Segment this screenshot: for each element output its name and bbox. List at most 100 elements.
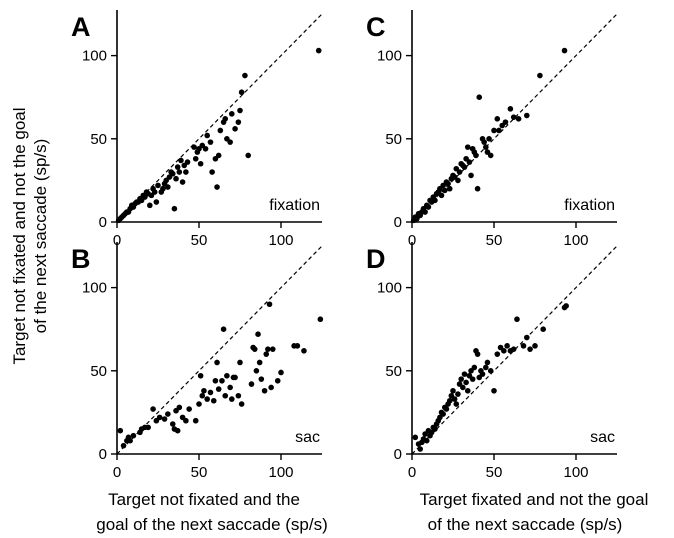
data-point-b <box>196 401 202 407</box>
data-point-a <box>214 184 220 190</box>
x-tick-label-c: 100 <box>563 232 588 249</box>
data-point-b <box>278 369 284 376</box>
data-point-c <box>422 209 428 215</box>
x-tick-label-d: 50 <box>486 464 503 481</box>
data-point-a <box>184 159 191 165</box>
data-point-a <box>235 119 242 125</box>
data-point-d <box>432 426 438 432</box>
data-point-d <box>417 446 424 452</box>
data-point-d <box>510 346 517 352</box>
x-tick-label-a: 100 <box>268 232 293 249</box>
condition-label-c: fixation <box>564 197 615 214</box>
data-point-c <box>487 152 494 159</box>
data-point-b <box>268 384 274 391</box>
data-point-d <box>451 396 458 402</box>
y-tick-label-b: 0 <box>99 446 107 463</box>
data-point-a <box>169 170 176 177</box>
data-point-b <box>161 416 168 422</box>
data-point-a <box>202 145 209 152</box>
data-point-a <box>242 72 248 79</box>
data-point-c <box>510 114 517 120</box>
data-point-b <box>201 387 207 394</box>
data-point-c <box>461 164 468 170</box>
data-point-d <box>440 411 446 417</box>
data-point-a <box>171 205 178 212</box>
y-tick-label-a: 100 <box>82 48 107 65</box>
data-point-b <box>204 396 210 402</box>
data-point-a <box>160 185 166 192</box>
x-tick-label-d: 100 <box>563 464 588 481</box>
data-point-b <box>215 386 222 392</box>
data-point-a <box>179 179 186 185</box>
data-point-b <box>301 348 307 354</box>
data-point-a <box>207 139 214 145</box>
data-point-d <box>460 384 466 391</box>
data-point-d <box>471 364 478 371</box>
data-point-c <box>502 119 509 125</box>
data-point-b <box>274 377 281 384</box>
data-point-a <box>153 199 160 205</box>
data-point-a <box>192 155 199 162</box>
panel-a: 0 50 100 0 50 100 fixation A <box>71 10 323 249</box>
data-point-b <box>227 384 233 391</box>
data-point-a <box>155 182 161 189</box>
data-point-d <box>540 326 546 333</box>
data-point-a <box>204 132 210 139</box>
x-axis-title-right-line1: Target fixated and not the goal <box>420 490 649 509</box>
data-point-b <box>120 442 127 449</box>
data-point-b <box>176 404 183 411</box>
data-point-c <box>515 116 522 122</box>
data-point-c <box>438 192 445 199</box>
data-point-b <box>270 346 276 352</box>
data-point-b <box>235 392 242 399</box>
data-point-a <box>173 175 179 182</box>
data-point-c <box>507 106 514 112</box>
data-point-c <box>491 127 497 134</box>
data-point-b <box>237 359 243 366</box>
data-point-d <box>474 351 481 357</box>
data-point-b <box>294 343 301 349</box>
data-point-b <box>197 372 204 379</box>
y-axis-title-line1: Target not fixated and not the goal <box>10 107 29 364</box>
y-tick-label-c: 100 <box>377 48 402 65</box>
data-point-c <box>455 177 461 184</box>
data-point-b <box>207 389 214 396</box>
data-point-b <box>127 437 133 444</box>
data-point-a <box>217 127 224 134</box>
identity-line-b <box>116 245 323 455</box>
data-point-b <box>183 417 189 424</box>
data-point-c <box>561 47 568 54</box>
data-point-d <box>514 316 520 323</box>
data-point-b <box>156 414 163 421</box>
data-point-b <box>199 392 206 399</box>
condition-label-b: sac <box>295 429 320 446</box>
data-point-b <box>222 392 229 399</box>
data-point-c <box>481 139 487 145</box>
data-point-b <box>251 346 258 352</box>
data-point-b <box>256 359 263 366</box>
data-point-b <box>169 421 176 427</box>
data-point-c <box>486 136 492 142</box>
data-point-d <box>453 401 460 407</box>
data-point-b <box>130 432 137 439</box>
x-tick-label-c: 50 <box>486 232 503 249</box>
x-tick-label-b: 100 <box>268 464 293 481</box>
data-point-c <box>473 152 479 159</box>
y-tick-label-d: 50 <box>385 363 402 380</box>
data-point-c <box>425 204 432 210</box>
data-point-b <box>214 359 220 366</box>
y-tick-label-c: 0 <box>394 214 402 231</box>
data-point-c <box>494 116 501 122</box>
x-tick-label-b: 50 <box>191 464 208 481</box>
data-point-a <box>151 189 158 195</box>
x-axis-title-left-line1: Target not fixated and the <box>108 490 300 509</box>
data-point-c <box>442 187 448 194</box>
data-point-b <box>117 427 124 434</box>
data-point-d <box>484 359 491 366</box>
data-point-a <box>165 184 171 190</box>
data-point-d <box>524 334 530 341</box>
data-point-d <box>487 368 494 374</box>
data-point-b <box>255 331 261 337</box>
y-tick-label-d: 100 <box>377 280 402 297</box>
